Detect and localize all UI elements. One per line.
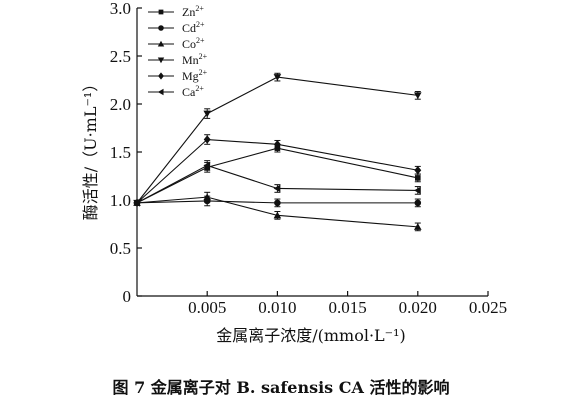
legend-charge: 2+ [199, 52, 208, 61]
x-tick-label: 0.015 [328, 298, 366, 317]
series-line [136, 200, 418, 204]
legend-marker [158, 72, 164, 80]
data-point [414, 175, 421, 181]
series-line [136, 138, 418, 204]
legend-marker [158, 25, 164, 31]
y-tick-label: 1.0 [110, 191, 131, 210]
legend-entry-cd: Cd2+ [148, 20, 205, 35]
data-point [414, 92, 422, 100]
data-point [273, 211, 282, 219]
y-tick-label: 0.5 [110, 239, 131, 258]
series-layer [133, 72, 422, 232]
series-mg [133, 134, 422, 208]
data-point [414, 223, 422, 230]
x-tick-label: 0.005 [188, 298, 226, 317]
figure-caption: 图 7 金属离子对 B. safensis CA 活性的影响 [113, 378, 450, 397]
y-tick-label: 2.0 [110, 95, 131, 114]
legend-label: Mn2+ [182, 52, 208, 67]
x-axis-label: 金属离子浓度/(mmol·L⁻¹) [216, 326, 406, 345]
legend-entry-co: Co2+ [148, 36, 205, 51]
data-point [133, 199, 140, 207]
legend-entry-zn: Zn2+ [148, 4, 204, 19]
data-point [274, 199, 281, 207]
legend-charge: 2+ [196, 36, 205, 45]
legend-entry-mg: Mg2+ [148, 68, 208, 83]
x-tick-label: 0.025 [469, 298, 507, 317]
data-point [414, 199, 422, 207]
series-co [133, 191, 422, 232]
legend: Zn2+Cd2+Co2+Mn2+Mg2+Ca2+ [148, 4, 208, 99]
data-point [203, 193, 211, 201]
legend-marker [157, 88, 164, 96]
legend-marker [157, 40, 165, 47]
x-tick-label: 0.010 [258, 298, 296, 317]
series-ca [133, 160, 421, 207]
series-line [136, 147, 418, 204]
legend-charge: 2+ [195, 4, 204, 13]
data-point [414, 165, 422, 175]
y-tick-label: 2.5 [110, 47, 131, 66]
series-zn [134, 143, 421, 206]
data-point [273, 74, 282, 81]
legend-marker [157, 57, 165, 64]
data-point [273, 184, 281, 193]
y-axis-label: 酶活性/（U·mL⁻¹） [81, 76, 100, 221]
data-point [414, 186, 421, 195]
series-line [136, 196, 418, 228]
legend-charge: 2+ [199, 68, 208, 77]
legend-marker [158, 9, 164, 15]
y-tick-label: 0 [123, 287, 132, 306]
series-line [136, 76, 418, 204]
series-cd [133, 195, 422, 208]
axes: 0 0.5 1.0 1.5 2.0 2.5 3.0 0.005 0.010 0.015 0.020 0… [110, 0, 507, 317]
data-point [273, 140, 281, 149]
legend-label: Cd2+ [182, 20, 205, 35]
legend-charge: 2+ [196, 20, 205, 29]
legend-label: Mg2+ [182, 68, 208, 83]
x-tick-label: 0.020 [399, 298, 437, 317]
legend-entry-ca: Ca2+ [148, 84, 204, 99]
legend-label: Co2+ [182, 36, 205, 51]
legend-label: Zn2+ [182, 4, 204, 19]
y-tick-label: 3.0 [110, 0, 131, 18]
series-line [136, 164, 418, 204]
data-point [203, 135, 211, 144]
legend-entry-mn: Mn2+ [148, 52, 208, 67]
y-tick-label: 1.5 [110, 143, 131, 162]
legend-charge: 2+ [195, 84, 204, 93]
data-point [203, 161, 211, 170]
legend-label: Ca2+ [182, 84, 204, 99]
data-point [203, 110, 211, 118]
